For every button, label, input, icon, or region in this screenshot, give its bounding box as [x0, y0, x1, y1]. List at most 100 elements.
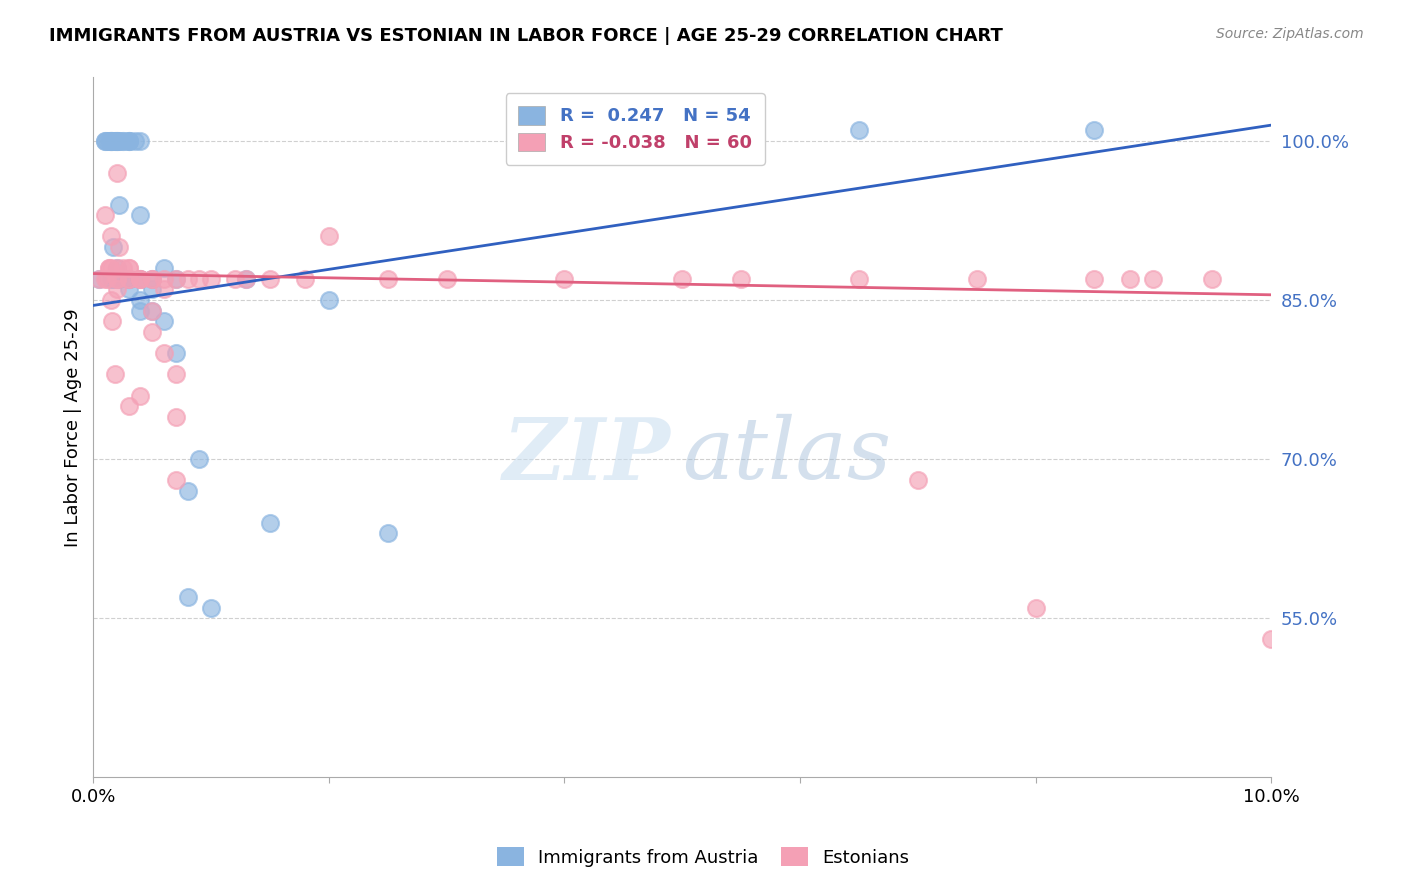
Point — [153, 346, 176, 360]
Point — [98, 134, 121, 148]
Point — [165, 409, 187, 424]
Point — [100, 229, 122, 244]
Point — [259, 516, 281, 530]
Point — [105, 272, 128, 286]
Point — [129, 303, 152, 318]
Point — [105, 283, 128, 297]
Point — [103, 134, 125, 148]
Point — [105, 261, 128, 276]
Point — [318, 293, 340, 307]
Point — [165, 272, 187, 286]
Point — [966, 272, 988, 286]
Point — [141, 272, 163, 286]
Point — [94, 272, 117, 286]
Point — [129, 272, 152, 286]
Point — [1025, 600, 1047, 615]
Point — [118, 272, 141, 286]
Point — [671, 272, 693, 286]
Point — [108, 134, 131, 148]
Point — [111, 261, 134, 276]
Point — [105, 134, 128, 148]
Point — [108, 240, 131, 254]
Point — [97, 261, 120, 276]
Point — [108, 197, 131, 211]
Point — [100, 293, 122, 307]
Point — [141, 283, 163, 297]
Text: IMMIGRANTS FROM AUSTRIA VS ESTONIAN IN LABOR FORCE | AGE 25-29 CORRELATION CHART: IMMIGRANTS FROM AUSTRIA VS ESTONIAN IN L… — [49, 27, 1002, 45]
Text: atlas: atlas — [682, 414, 891, 497]
Point — [98, 134, 121, 148]
Point — [105, 134, 128, 148]
Point — [848, 272, 870, 286]
Point — [176, 590, 198, 604]
Point — [96, 134, 118, 148]
Point — [100, 261, 122, 276]
Point — [1083, 272, 1105, 286]
Point — [129, 272, 152, 286]
Point — [129, 134, 152, 148]
Point — [1201, 272, 1223, 286]
Point — [97, 261, 120, 276]
Point — [188, 272, 211, 286]
Point — [103, 240, 125, 254]
Point — [141, 303, 163, 318]
Point — [129, 272, 152, 286]
Point — [129, 208, 152, 222]
Point — [153, 261, 176, 276]
Point — [103, 134, 125, 148]
Point — [200, 600, 222, 615]
Point — [907, 474, 929, 488]
Point — [118, 272, 141, 286]
Point — [318, 229, 340, 244]
Point — [105, 272, 128, 286]
Point — [100, 272, 122, 286]
Point — [129, 388, 152, 402]
Point — [124, 134, 146, 148]
Point — [153, 314, 176, 328]
Point — [553, 272, 575, 286]
Point — [105, 166, 128, 180]
Point — [94, 208, 117, 222]
Point — [89, 272, 111, 286]
Point — [100, 134, 122, 148]
Point — [235, 272, 257, 286]
Point — [96, 272, 118, 286]
Point — [1260, 632, 1282, 647]
Point — [165, 474, 187, 488]
Point — [103, 272, 125, 286]
Point — [188, 452, 211, 467]
Point — [200, 272, 222, 286]
Point — [377, 272, 399, 286]
Point — [111, 134, 134, 148]
Point — [118, 134, 141, 148]
Point — [141, 325, 163, 339]
Point — [101, 134, 124, 148]
Point — [848, 123, 870, 137]
Legend: Immigrants from Austria, Estonians: Immigrants from Austria, Estonians — [489, 840, 917, 874]
Point — [176, 483, 198, 498]
Point — [129, 272, 152, 286]
Point — [118, 272, 141, 286]
Point — [141, 272, 163, 286]
Point — [118, 134, 141, 148]
Point — [259, 272, 281, 286]
Point — [118, 261, 141, 276]
Point — [101, 314, 124, 328]
Point — [294, 272, 316, 286]
Point — [108, 272, 131, 286]
Point — [103, 368, 125, 382]
Point — [165, 272, 187, 286]
Point — [105, 272, 128, 286]
Point — [118, 283, 141, 297]
Text: ZIP: ZIP — [502, 414, 671, 497]
Point — [1119, 272, 1142, 286]
Point — [165, 346, 187, 360]
Point — [153, 272, 176, 286]
Point — [118, 134, 141, 148]
Text: Source: ZipAtlas.com: Source: ZipAtlas.com — [1216, 27, 1364, 41]
Point — [235, 272, 257, 286]
Point — [224, 272, 246, 286]
Point — [176, 272, 198, 286]
Point — [105, 134, 128, 148]
Point — [118, 261, 141, 276]
